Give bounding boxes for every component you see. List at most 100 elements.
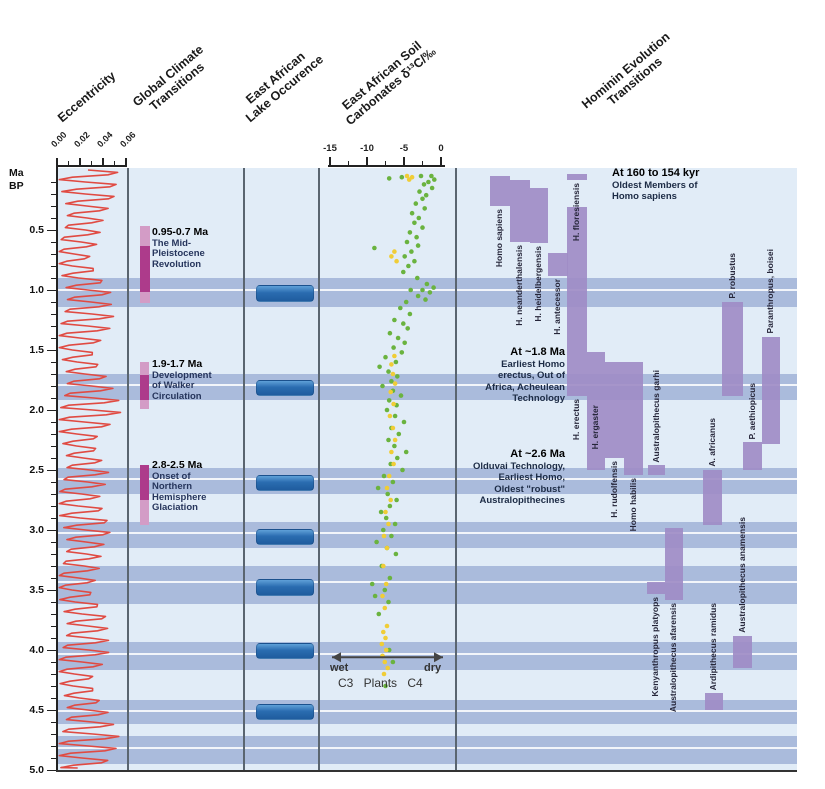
eccentricity-axis-tick (67, 161, 70, 165)
hominin-range-bar-h-heidelbergensis (530, 188, 548, 244)
highlight-band-gap-line (56, 531, 797, 534)
annotation-body: Oldest Members of Homo sapiens (612, 180, 698, 203)
eccentricity-axis-tick (102, 158, 104, 165)
y-axis-tick-label: 5.0 (29, 763, 44, 776)
climate-transition-bar (140, 400, 149, 409)
hominin-label-kenyanthropus-platyops: Kenyanthropus platyops (650, 596, 660, 697)
hominin-label-h-antecessor: H. antecessor (552, 278, 562, 335)
header-east-african-lake-occurence: East African Lake Occurence (243, 49, 326, 125)
y-axis-unit-ma-bp: Ma BP (9, 167, 24, 193)
y-axis-tick (51, 733, 56, 736)
highlight-band (56, 641, 797, 671)
hominin-label-homo-sapiens: Homo sapiens (494, 209, 504, 268)
hominin-range-bar-h-neanderthalensis (510, 179, 530, 242)
dry-label: dry (424, 662, 442, 674)
y-axis-tick (51, 445, 56, 448)
y-axis-tick (51, 241, 56, 244)
climate-transition-bar (140, 375, 149, 401)
y-axis-tick (51, 301, 56, 304)
eccentricity-axis-line (56, 165, 127, 167)
hominin-label-australopithecus-anamensis: Australopithecus anamensis (736, 516, 747, 633)
climate-note-body: Onset of Northern Hemisphere Glaciation (152, 470, 207, 514)
annotation-title: At ~2.6 Ma (510, 448, 565, 460)
y-axis-tick (51, 541, 56, 544)
y-axis-tick (47, 589, 56, 592)
bottom-axis-line (56, 770, 797, 772)
lake-occurrence-bar (256, 579, 314, 596)
y-axis-tick (51, 421, 56, 424)
hominin-range-bar-h-rudolfensis (605, 362, 624, 458)
column-separator-line (127, 168, 129, 770)
y-axis-tick (51, 481, 56, 484)
hominin-range-bar-p-robustus (722, 302, 743, 396)
hominin-label-h-ergaster: H. ergaster (590, 404, 600, 450)
carbonate-axis-tick (403, 157, 405, 166)
highlight-band (56, 736, 797, 764)
climate-transition-bar (140, 362, 149, 376)
y-axis-tick (51, 625, 56, 628)
eccentricity-axis-tick (79, 158, 81, 165)
hominin-range-bar-australopithecus-anamensis (733, 635, 752, 668)
annotation-body: Olduvai Technology, Earliest Homo, Oldes… (472, 461, 565, 506)
hominin-range-bar-p-aethiopicus (743, 442, 762, 470)
y-axis-tick (51, 613, 56, 616)
hominin-range-bar-australopithecus-afarensis (665, 527, 683, 600)
hominin-label-h-floresiensis: H. floresiensis (571, 182, 581, 241)
y-axis-tick (51, 601, 56, 604)
carbonate-axis-minor-tick (347, 161, 350, 166)
y-axis-tick (51, 337, 56, 340)
hominin-range-bar-homo-habilis (624, 362, 643, 475)
y-axis-tick-label: 2.0 (29, 403, 44, 416)
eccentricity-axis-tick (56, 158, 58, 165)
y-axis-tick (51, 637, 56, 640)
y-axis-tick (51, 721, 56, 724)
carbonate-tick-label: 0 (438, 143, 444, 154)
carbonate-axis-tick (329, 157, 331, 166)
lake-occurrence-bar (256, 704, 314, 721)
lake-occurrence-bar (256, 474, 314, 492)
y-axis-tick (51, 565, 56, 568)
climate-note-title: 1.9-1.7 Ma (152, 358, 203, 370)
y-axis-tick (51, 553, 56, 556)
eccentricity-tick-label: 0.00 (49, 129, 69, 150)
highlight-band (56, 374, 797, 401)
y-axis-tick (47, 769, 56, 772)
y-axis-tick (47, 289, 56, 292)
climate-note-walker-circulation: 1.9-1.7 Ma Development of Walker Circula… (152, 358, 230, 402)
annotation-body: Earliest Homo erectus, Out of Africa, Ac… (485, 359, 565, 404)
carbonate-tick-label: -5 (399, 143, 409, 154)
hominin-label-australopithecus-afarensis: Australopithecus afarensis (668, 602, 678, 712)
header-east-african-soil-carbonates: East African Soil Carbonates δ¹³C/‰ (339, 38, 439, 128)
highlight-band-gap-line (56, 580, 797, 583)
climate-note-title: 0.95-0.7 Ma (152, 226, 209, 238)
y-axis-tick (51, 385, 56, 388)
highlight-band (56, 566, 797, 605)
y-axis-tick-label: 1.0 (29, 283, 44, 296)
hominin-range-bar-h-ergaster (587, 352, 605, 470)
y-axis-tick-label: 1.5 (29, 343, 44, 356)
highlight-band (56, 278, 797, 307)
highlight-band (56, 521, 797, 548)
hominin-range-bar-australopithecus-garhi (648, 465, 665, 475)
hominin-range-bar-ardipithecus-ramidus (705, 693, 723, 710)
carbonate-tick-label: -15 (323, 143, 337, 154)
highlight-band (56, 700, 797, 725)
y-axis-tick (51, 661, 56, 664)
y-axis-tick (51, 277, 56, 280)
y-axis-tick (51, 685, 56, 688)
hominin-range-bar-kenyanthropus-platyops (647, 581, 665, 594)
y-axis-tick (51, 253, 56, 256)
hominin-range-bar-h-erectus (567, 207, 587, 396)
y-axis-tick (47, 349, 56, 352)
carbonate-tick-label: -10 (360, 143, 374, 154)
y-axis-tick (51, 181, 56, 184)
highlight-band-gap-line (56, 477, 797, 480)
annotation-2-6-ma: At ~2.6 Ma Olduvai Technology, Earliest … (427, 448, 565, 506)
climate-note-body: Development of Walker Circulation (152, 369, 212, 402)
hominin-range-bar-h-antecessor (548, 252, 568, 276)
lake-occurrence-bar (256, 528, 314, 546)
y-axis-tick (47, 709, 56, 712)
column-separator-line (318, 168, 320, 770)
lake-occurrence-bar (256, 642, 314, 660)
